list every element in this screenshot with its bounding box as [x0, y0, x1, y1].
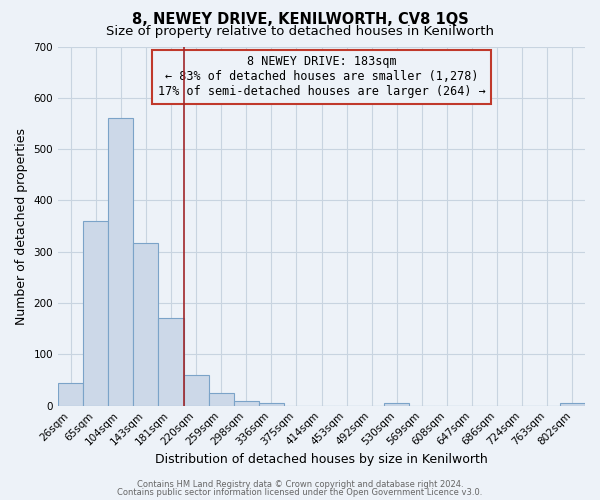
Bar — [184, 375, 209, 406]
Y-axis label: Number of detached properties: Number of detached properties — [15, 128, 28, 324]
Text: Contains HM Land Registry data © Crown copyright and database right 2024.: Contains HM Land Registry data © Crown c… — [137, 480, 463, 489]
Bar — [158, 318, 184, 406]
Bar — [560, 403, 585, 406]
Bar — [209, 393, 233, 406]
Bar — [133, 243, 158, 406]
Text: 8 NEWEY DRIVE: 183sqm
← 83% of detached houses are smaller (1,278)
17% of semi-d: 8 NEWEY DRIVE: 183sqm ← 83% of detached … — [158, 56, 485, 98]
Text: 8, NEWEY DRIVE, KENILWORTH, CV8 1QS: 8, NEWEY DRIVE, KENILWORTH, CV8 1QS — [131, 12, 469, 28]
X-axis label: Distribution of detached houses by size in Kenilworth: Distribution of detached houses by size … — [155, 453, 488, 466]
Bar — [58, 383, 83, 406]
Text: Contains public sector information licensed under the Open Government Licence v3: Contains public sector information licen… — [118, 488, 482, 497]
Text: Size of property relative to detached houses in Kenilworth: Size of property relative to detached ho… — [106, 25, 494, 38]
Bar — [384, 402, 409, 406]
Bar — [108, 118, 133, 406]
Bar — [259, 403, 284, 406]
Bar — [233, 400, 259, 406]
Bar — [83, 221, 108, 406]
